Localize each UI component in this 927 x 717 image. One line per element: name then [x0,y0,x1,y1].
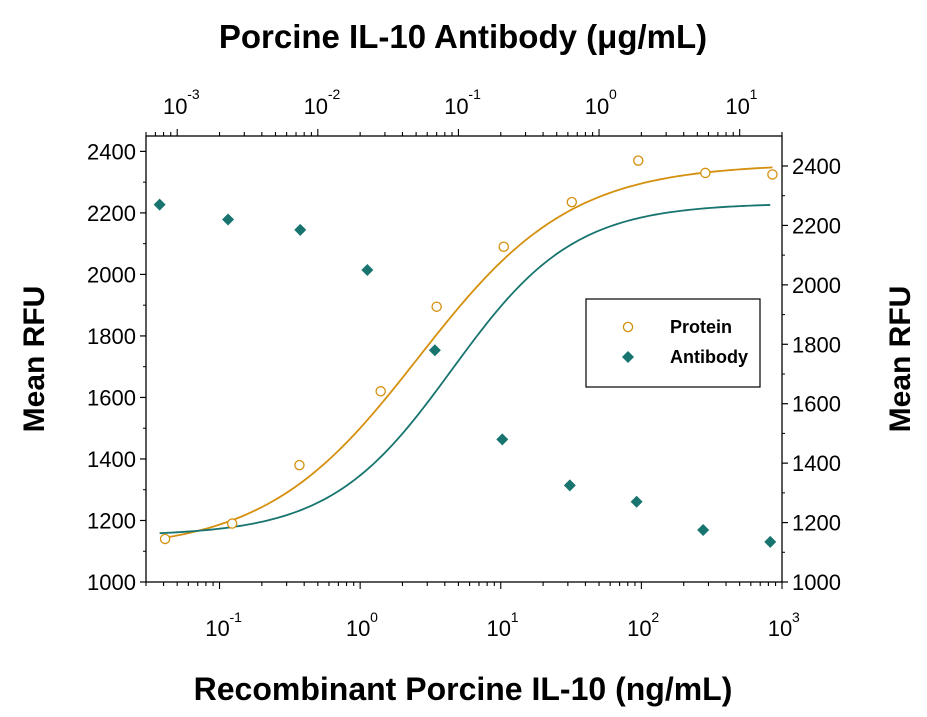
data-point-antibody [428,344,441,357]
right-y-tick-label: 2400 [792,154,841,179]
data-point-protein [566,196,578,208]
top-x-tick-exponent: -2 [328,86,341,102]
top-x-tick-label: 10 [444,94,468,119]
bottom-x-tick-label: 10 [346,616,370,641]
data-point-protein [159,533,171,545]
fit-curve-protein [164,166,773,539]
bottom-x-tick-label: 10 [487,616,511,641]
top-x-tick-exponent: -1 [468,86,481,102]
bottom-x-tick-label: 10 [768,616,792,641]
bottom-x-tick-exponent: 3 [792,609,800,625]
legend-protein-label: Protein [670,317,732,337]
axis-ticks [140,129,788,589]
bottom-x-tick-label: 10 [205,616,229,641]
data-point-antibody [153,198,166,211]
left-y-tick-label: 2400 [87,139,136,164]
legend: Protein Antibody [585,298,761,388]
data-point-antibody [361,264,374,276]
legend-box [585,298,761,388]
top-x-tick-exponent: -3 [187,86,200,102]
data-point-antibody [764,535,777,548]
left-y-tick-label: 1200 [87,508,136,533]
top-axis-title: Porcine IL-10 Antibody (μg/mL) [219,18,707,55]
right-y-tick-label: 1400 [792,451,841,476]
right-y-tick-label: 2200 [792,213,841,238]
right-y-tick-label: 1200 [792,511,841,536]
data-point-protein [700,167,711,179]
data-point-protein [498,241,509,252]
tick-labels: 1000120014001600180020002200240010001200… [87,86,841,641]
data-point-antibody [496,433,509,446]
left-y-tick-label: 1400 [87,447,136,472]
data-point-antibody [222,213,235,226]
right-y-tick-label: 1600 [792,392,841,417]
top-x-tick-label: 10 [304,94,328,119]
fit-curve-antibody [159,204,771,535]
data-point-antibody [294,223,307,236]
data-point-protein [431,301,442,312]
data-point-protein [226,518,238,529]
data-point-protein [767,169,778,180]
top-x-tick-exponent: 1 [750,86,758,102]
legend-antibody-label: Antibody [670,347,748,367]
bottom-x-tick-exponent: 2 [651,609,659,625]
data-point-antibody [630,495,643,508]
legend-antibody-marker [622,351,634,363]
right-y-tick-label: 1000 [792,570,841,595]
bottom-x-tick-exponent: -1 [230,609,243,625]
right-y-tick-label: 2000 [792,273,841,298]
left-y-tick-label: 1600 [87,385,136,410]
data-point-antibody [697,524,710,536]
plot-frame [145,135,783,583]
left-y-tick-label: 2000 [87,262,136,287]
left-y-tick-label: 2200 [87,201,136,226]
top-x-tick-label: 10 [163,94,187,119]
data-point-protein [375,386,386,397]
legend-protein-marker [622,321,634,333]
data-points [153,155,778,548]
data-point-protein [294,459,305,471]
data-point-protein [632,155,644,166]
bottom-x-tick-exponent: 0 [370,609,378,625]
left-y-tick-label: 1000 [87,570,136,595]
top-x-tick-label: 10 [725,94,749,119]
y-axis-title-left: Mean RFU [18,286,51,433]
top-x-tick-label: 10 [585,94,609,119]
fit-curves [159,166,773,539]
top-x-tick-exponent: 0 [609,86,617,102]
left-y-tick-label: 1800 [87,324,136,349]
y-axis-title-right: Mean RFU [884,286,917,433]
right-y-tick-label: 1800 [792,332,841,357]
x-axis-title: Recombinant Porcine IL-10 (ng/mL) [194,671,733,707]
data-point-antibody [563,479,576,492]
bottom-x-tick-label: 10 [627,616,651,641]
bottom-x-tick-exponent: 1 [511,609,519,625]
